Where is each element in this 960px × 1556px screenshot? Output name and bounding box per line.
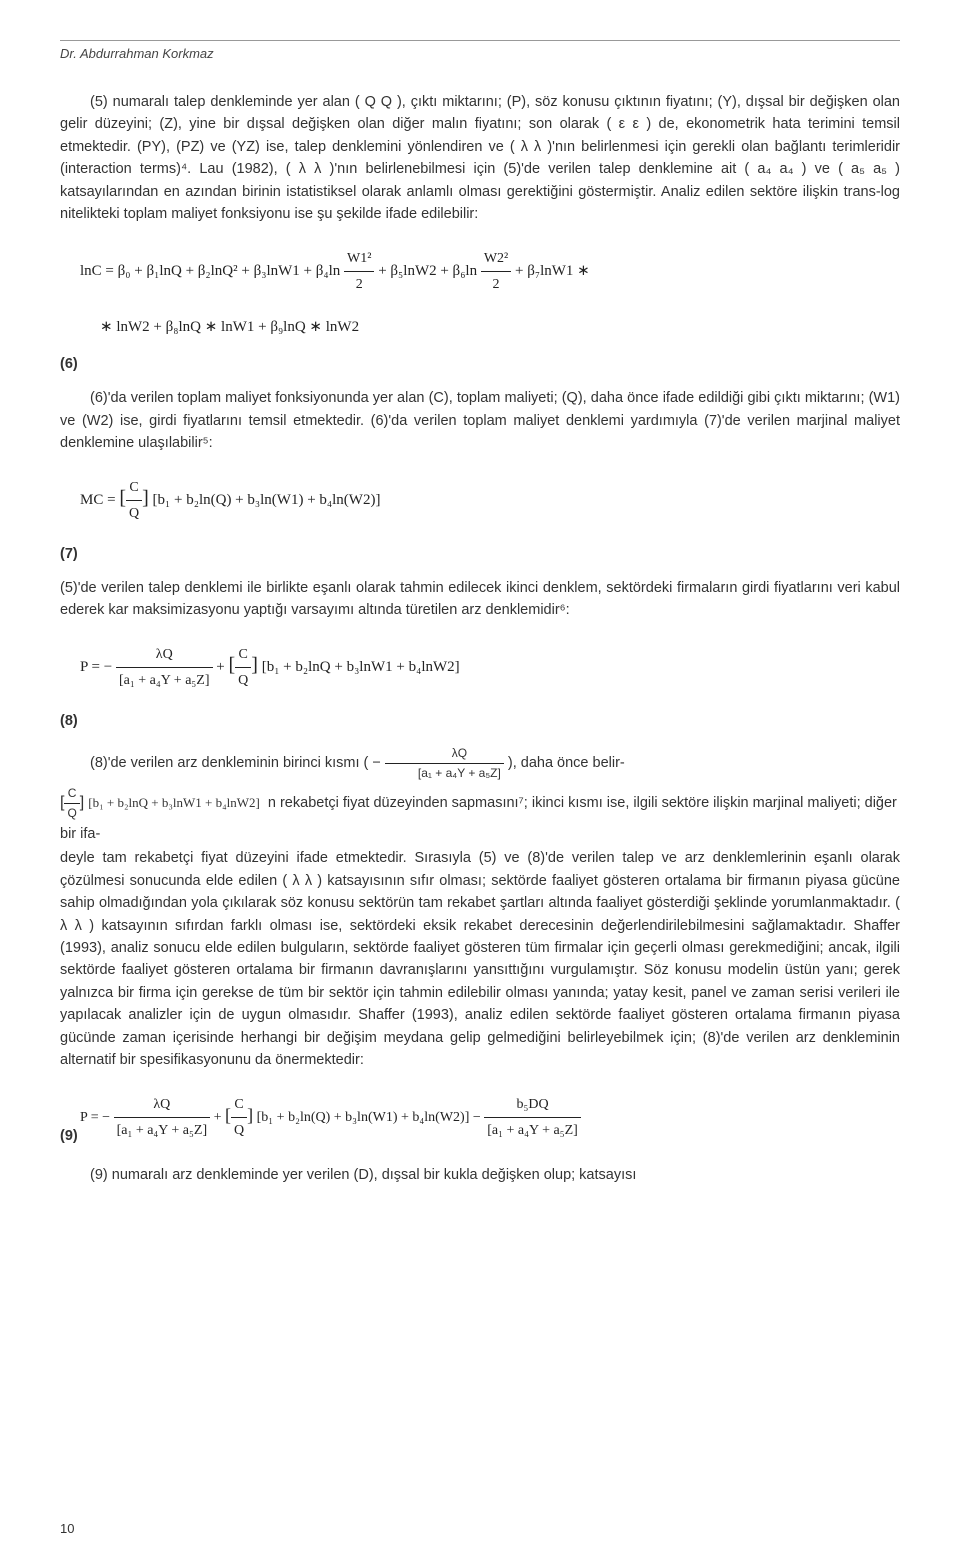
equation-label-7: (7)	[60, 546, 900, 562]
paragraph-1: (5) numaralı talep denkleminde yer alan …	[60, 91, 900, 226]
eq9-part-c: [b₁ + b₂ln(Q) + b₃ln(W1) + b₄ln(W2)] −	[257, 1110, 485, 1125]
author-name: Dr. Abdurrahman Korkmaz	[60, 46, 900, 61]
paragraph-2: (6)'da verilen toplam maliyet fonksiyonu…	[60, 387, 900, 454]
eq7-part-a: MC =	[80, 492, 119, 508]
equation-8: P = − λQ [a₁ + a₄Y + a₅Z] + [ C Q ] [b₁ …	[80, 642, 900, 693]
eq8-part-b: +	[216, 659, 228, 675]
eq8-part-a: P = −	[80, 659, 116, 675]
para4-frac-2: C Q	[64, 784, 79, 822]
eq9-frac-1: λQ [a₁ + a₄Y + a₅Z]	[114, 1092, 211, 1143]
eq9-frac-2: C Q	[231, 1092, 247, 1143]
eq6-frac-1: W1² 2	[344, 246, 374, 297]
equation-label-6: (6)	[60, 356, 900, 372]
paragraph-4-line1: (8)'de verilen arz denkleminin birinci k…	[60, 744, 900, 782]
eq9-part-b: +	[214, 1110, 225, 1125]
para4-inline-neg: −	[372, 755, 380, 771]
paragraph-3: (5)'de verilen talep denklemi ile birlik…	[60, 577, 900, 622]
equation-6-continued: ∗ lnW2 + β₈lnQ ∗ lnW1 + β₉lnQ ∗ lnW2	[100, 317, 900, 336]
eq7-frac: C Q	[126, 475, 142, 526]
eq8-frac-1: λQ [a₁ + a₄Y + a₅Z]	[116, 642, 213, 693]
equation-7: MC = [ C Q ] [b₁ + b₂ln(Q) + b₃ln(W1) + …	[80, 475, 900, 526]
eq9-part-a: P = −	[80, 1110, 114, 1125]
paragraph-4-line2: [ C Q ] [b₁ + b₂lnQ + b₃lnW1 + b₄lnW2] n…	[60, 784, 900, 845]
page-number: 10	[60, 1521, 74, 1536]
eq6-part-a: lnC = β₀ + β₁lnQ + β₂lnQ² + β₃lnW1 + β₄l…	[80, 263, 340, 279]
eq8-frac-2: C Q	[235, 642, 251, 693]
equation-label-8: (8)	[60, 713, 900, 729]
paragraph-5: (9) numaralı arz denkleminde yer verilen…	[60, 1164, 900, 1186]
eq9-frac-3: b₅DQ [a₁ + a₄Y + a₅Z]	[484, 1092, 581, 1143]
eq7-part-b: [b₁ + b₂ln(Q) + b₃ln(W1) + b₄ln(W2)]	[153, 492, 381, 508]
eq6-part-c: + β₇lnW1 ∗	[515, 263, 590, 279]
eq6-part-b: + β₅lnW2 + β₆ln	[378, 263, 477, 279]
equation-6: lnC = β₀ + β₁lnQ + β₂lnQ² + β₃lnW1 + β₄l…	[80, 246, 900, 297]
header-rule	[60, 40, 900, 41]
para4-frac-1: λQ [a₁ + a₄Y + a₅Z]	[385, 744, 504, 782]
paragraph-4-rest: deyle tam rekabetçi fiyat düzeyini ifade…	[60, 847, 900, 1072]
eq8-part-c: [b₁ + b₂lnQ + b₃lnW1 + b₄lnW2]	[262, 659, 460, 675]
eq6-frac-2: W2² 2	[481, 246, 511, 297]
para4-inline-eq: [b₁ + b₂lnQ + b₃lnW1 + b₄lnW2]	[88, 795, 260, 810]
